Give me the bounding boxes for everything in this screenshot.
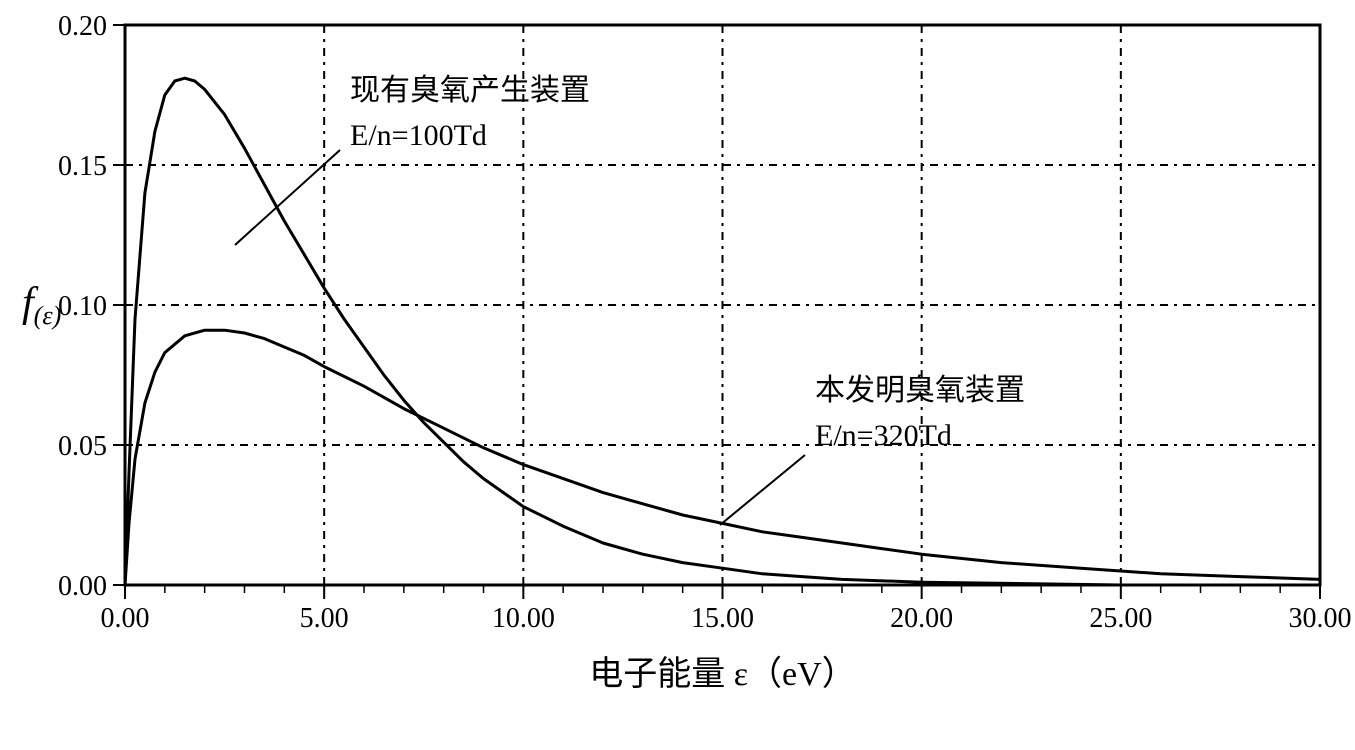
annotation-label: E/n=100Td xyxy=(350,119,487,152)
annotation-label: 现有臭氧产生装置 xyxy=(350,74,590,107)
x-tick-label: 5.00 xyxy=(300,603,349,634)
x-tick-label: 10.00 xyxy=(492,603,555,634)
y-tick-label: 0.15 xyxy=(58,151,107,182)
x-tick-label: 30.00 xyxy=(1289,603,1352,634)
x-axis-label: 电子能量 ε（eV） xyxy=(589,655,855,693)
y-tick-label: 0.20 xyxy=(58,11,107,42)
x-tick-label: 20.00 xyxy=(890,603,953,634)
x-tick-label: 25.00 xyxy=(1089,603,1152,634)
y-tick-label: 0.10 xyxy=(58,291,107,322)
x-tick-label: 0.00 xyxy=(101,603,150,634)
y-tick-label: 0.00 xyxy=(58,571,107,602)
annotation-label: 本发明臭氧装置 xyxy=(815,374,1025,407)
line-chart: 0.00 5.00 10.00 15.00 20.00 25.00 30.00 0.00 0.0… xyxy=(0,0,1355,750)
y-tick-label: 0.05 xyxy=(58,431,107,462)
annotation-label: E/n=320Td xyxy=(815,419,952,452)
x-tick-label: 15.00 xyxy=(691,603,754,634)
chart-container: 0.00 5.00 10.00 15.00 20.00 25.00 30.00 0.00 0.0… xyxy=(0,0,1355,750)
